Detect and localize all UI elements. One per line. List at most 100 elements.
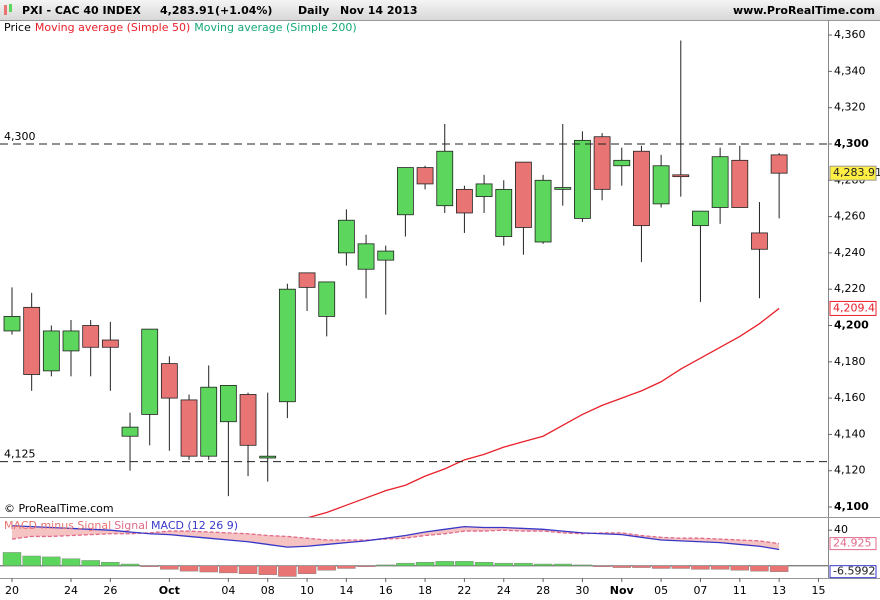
histogram-bar [22,555,41,567]
x-tick-label: 16 [379,584,393,597]
x-tick-label: 04 [221,584,235,597]
candle-body [574,139,591,219]
candle-body [278,288,296,403]
legend-entry: MACD (12 26 9) [151,519,238,532]
histogram-bar [612,565,631,568]
histogram-bar [317,565,336,571]
histogram-bar [297,565,317,575]
histogram-bar [533,563,553,567]
candle-body [259,455,277,459]
x-tick-label: 26 [103,584,117,597]
last-value-label: 24.925 [833,537,872,550]
histogram-bar [632,565,651,568]
histogram-bar [140,565,159,567]
histogram-bar [278,565,297,577]
reference-label: 4,125 [4,448,36,461]
histogram-bar [730,565,749,571]
candle-body [396,167,414,216]
candle-body [770,154,788,174]
last-value-box [829,300,877,316]
histogram-bar [455,561,474,567]
candle-body [416,167,434,185]
x-tick-label: 10 [300,584,314,597]
candle-body [475,183,493,198]
x-tick-label: 28 [536,584,550,597]
candle-body [534,179,552,243]
candle-body [42,330,60,372]
y-tick-label: 4,320 [834,101,866,114]
candle-body [337,219,355,254]
histogram-bar [474,562,494,567]
x-tick-label: 13 [772,584,786,597]
histogram-bar [81,560,100,567]
last-value-label: 4,209.4 [833,301,875,314]
y-tick-label: 4,340 [834,64,866,77]
y-tick-label: 4,360 [834,28,866,41]
legend-entry: Moving average (Simple 200) [194,21,356,34]
histogram-bar [160,565,179,570]
x-tick-label: 20 [5,584,19,597]
candle-body [180,399,198,457]
x-tick-label: 18 [418,584,432,597]
last-value-box [829,165,877,181]
candle-body [219,384,237,423]
candle-body [200,386,218,457]
histogram-bar [592,565,612,567]
macd-fill [12,525,780,550]
histogram-bar [651,565,671,569]
candle-body [436,150,454,207]
icon [4,5,7,15]
histogram-bar [199,565,218,573]
histogram-bar [671,565,690,569]
x-tick-label: 15 [811,584,825,597]
y-tick-label: 4,300 [834,137,869,150]
x-tick-label: 24 [497,584,511,597]
y-tick-label: 4,260 [834,210,866,223]
legend-entry: Moving average (Simple 50) [35,21,190,34]
histogram-bar [514,562,533,567]
candle-body [23,306,41,375]
x-tick-label: 22 [457,584,471,597]
candle-body [101,339,119,348]
histogram-bar [769,565,789,572]
candle-body [515,161,532,228]
histogram-bar [42,556,61,567]
x-tick-label: Nov [610,584,635,597]
site: www.ProRealTime.com [733,4,875,17]
histogram-bar [396,562,415,567]
histogram-bar [750,565,769,572]
price-pane [3,40,788,517]
candle-body [652,165,670,205]
candle-body [711,156,729,208]
macd-line [11,525,780,551]
candle-body [751,232,768,250]
y-tick-label: 4,200 [834,318,869,331]
y-tick-label: 4,240 [834,246,866,259]
last-value-label: 4,283.91 [833,166,880,179]
y-tick-label: 40 [834,523,848,536]
y-tick-label: 4,140 [834,427,866,440]
candle-body [62,330,80,352]
candle-body [495,188,513,237]
last-value-box [829,565,877,579]
candle-body [613,159,631,167]
histogram-bar [179,565,199,572]
symbol: PXI - CAC 40 INDEX [22,4,141,17]
histogram-bar [691,565,710,570]
candle-body [82,325,100,348]
histogram-bar [376,564,395,567]
last-value-label: -6.5992 [833,565,875,578]
x-tick-label: 11 [733,584,747,597]
histogram-bar [120,563,140,567]
y-tick-label: 4,120 [834,464,866,477]
candle-body [672,174,690,178]
y-tick-label: 4,220 [834,282,866,295]
header-bar [0,0,880,20]
candle-body [298,272,316,288]
candle-body [731,159,749,208]
x-tick-label: 14 [339,584,353,597]
histogram-bar [710,565,730,570]
candle-body [239,394,257,446]
histogram-bar [238,565,258,575]
